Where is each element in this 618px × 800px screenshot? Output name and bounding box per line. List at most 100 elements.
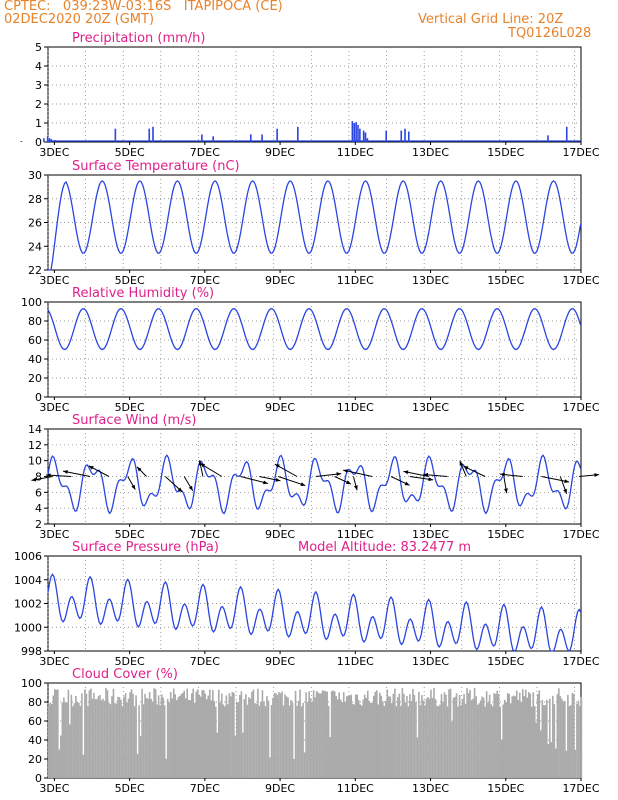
precip-bar — [43, 138, 45, 142]
cloud-bar — [529, 693, 532, 778]
cloud-bar — [327, 705, 330, 778]
y-tick-label: 2 — [35, 518, 42, 531]
cloud-bar — [258, 705, 261, 778]
cloud-bar — [84, 689, 86, 778]
panel-title: Surface Wind (m/s) — [72, 413, 196, 428]
cloud-bar — [315, 691, 318, 778]
cloud-bar — [562, 701, 565, 778]
precip-bar — [261, 134, 263, 142]
cloud-bar — [79, 705, 82, 778]
cloud-bar — [108, 702, 110, 778]
cloud-bar — [485, 691, 488, 778]
cloud-bar — [433, 688, 435, 778]
cloud-bar — [144, 693, 146, 778]
precip-bar — [359, 128, 361, 142]
x-tick-label: 5DEC — [115, 274, 145, 287]
cloud-bar — [218, 689, 220, 778]
cloud-bar — [270, 704, 273, 778]
cloud-bar — [133, 706, 136, 778]
x-tick-label: 3DEC — [39, 782, 69, 795]
cloud-bar — [464, 703, 467, 778]
cloud-bar — [60, 735, 62, 778]
series-line — [47, 573, 582, 652]
cloud-bar — [115, 703, 118, 778]
cloud-bar — [391, 703, 393, 778]
cloud-bar — [225, 695, 228, 778]
cloud-bar — [467, 693, 470, 778]
x-tick-label: 5DEC — [115, 401, 145, 414]
cloud-bar — [520, 702, 523, 778]
cloud-bar — [353, 704, 356, 778]
cloud-bar — [541, 699, 544, 778]
cloud-bar — [376, 690, 378, 778]
cloud-bar — [117, 696, 119, 778]
cloud-bar — [388, 696, 390, 778]
cloud-bar — [267, 700, 270, 778]
cloud-bar — [475, 696, 477, 778]
cloud-bar — [509, 703, 512, 778]
wind-arrowhead — [188, 485, 193, 491]
cloud-bar — [440, 694, 443, 778]
cloud-bar — [195, 691, 198, 778]
cloud-bar — [326, 691, 328, 778]
x-tick-label: 13DEC — [412, 401, 449, 414]
x-tick-label: 5DEC — [115, 655, 145, 668]
cloud-bar — [311, 701, 313, 778]
wind-arrowhead — [131, 484, 136, 490]
cloud-bar — [332, 690, 334, 778]
series-line — [48, 180, 582, 271]
y-tick-label: 8 — [35, 471, 42, 484]
cloud-bar — [369, 702, 372, 778]
x-tick-label: 13DEC — [412, 146, 449, 159]
cloud-bar — [385, 700, 387, 778]
cloud-bar — [257, 688, 259, 778]
wind-arrowhead — [177, 487, 183, 492]
cloud-bar — [231, 691, 234, 778]
wind-arrowhead — [345, 480, 351, 485]
header-line1-left: CPTEC: 039:23W-03:16S ITAPIPOCA (CE) — [4, 0, 283, 14]
header-line2-left: 02DEC2020 20Z (GMT) — [4, 12, 155, 27]
cloud-bar — [521, 689, 524, 778]
model-altitude-label: Model Altitude: 83.2477 m — [298, 540, 471, 555]
precip-bar — [565, 126, 568, 142]
x-tick-label: 7DEC — [190, 528, 220, 541]
cloud-bar — [171, 698, 173, 778]
cloud-bar — [434, 699, 437, 778]
cloud-bar — [320, 693, 322, 778]
cloud-bar — [306, 702, 309, 778]
x-tick-label: 17DEC — [562, 655, 599, 668]
cloud-bar — [454, 696, 456, 778]
cloud-bar — [321, 690, 324, 778]
cloud-bar — [190, 693, 193, 778]
wind-arrowhead — [463, 466, 469, 470]
x-tick-label: 3DEC — [39, 528, 69, 541]
cloud-bar — [407, 706, 410, 778]
cloud-bar — [287, 697, 289, 778]
precip-bar — [297, 126, 299, 142]
cloud-bar — [446, 706, 449, 778]
cloud-bar — [392, 693, 395, 778]
cloud-bar — [342, 692, 345, 778]
cloud-bar — [162, 697, 164, 778]
wind-vector — [240, 476, 269, 484]
cloud-bar — [360, 705, 363, 778]
cloud-bar — [482, 697, 485, 778]
cloud-bar — [305, 692, 307, 778]
y-tick-label: 5 — [35, 41, 42, 54]
precip-bar — [201, 134, 203, 142]
y-tick-label: 10 — [28, 455, 42, 468]
cloud-bar — [335, 696, 337, 778]
precip-bar — [353, 123, 356, 142]
cloud-bar — [559, 696, 562, 778]
wind-arrowhead — [353, 485, 358, 491]
cloud-bar — [145, 698, 148, 778]
cloud-bar — [425, 698, 428, 778]
cloud-bar — [547, 743, 550, 778]
x-tick-label: 3DEC — [39, 274, 69, 287]
cloud-bar — [187, 699, 190, 778]
cloud-bar — [363, 694, 366, 778]
y-tick-label: 1002 — [14, 598, 42, 611]
cloud-bar — [579, 706, 581, 778]
cloud-bar — [61, 702, 64, 778]
cloud-bar — [156, 704, 158, 778]
